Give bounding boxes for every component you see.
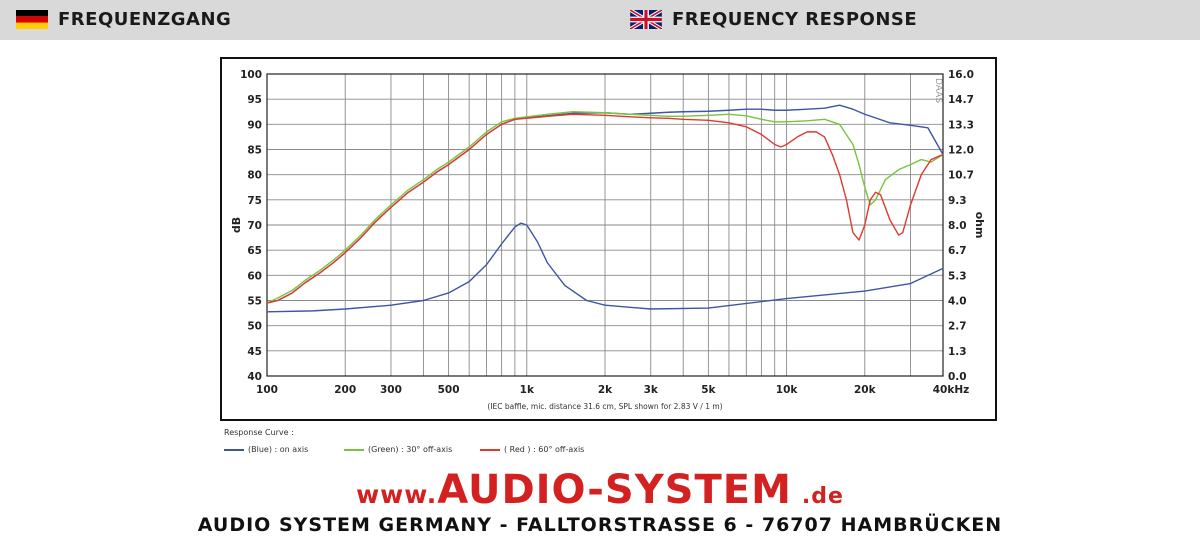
x-tick-label: 200 [334, 384, 356, 396]
title-german: FREQUENZGANG [58, 9, 232, 30]
legend-label-red: ( Red ) : 60° off-axis [504, 445, 585, 454]
legend-label-green: (Green) : 30° off-axis [368, 445, 453, 454]
legend-item-red: ( Red ) : 60° off-axis [480, 445, 584, 454]
legend-title: Response Curve : [224, 428, 294, 437]
frequency-response-chart: 40 45 50 55 60 65 70 75 80 85 90 95 100 0.0 1.3 2.7 4.0 5… [230, 69, 986, 411]
series-line-2 [266, 113, 944, 304]
brand-name: AUDIO-SYSTEM [437, 467, 792, 513]
y-tick-label: 90 [247, 119, 262, 131]
y-tick-label: 55 [247, 296, 262, 308]
y-tick-label: 75 [247, 195, 262, 207]
y-tick-label: 70 [247, 220, 262, 232]
legend-swatch-green [344, 448, 364, 451]
y2-tick-label: 10.7 [948, 170, 974, 182]
brand-url[interactable]: www.AUDIO-SYSTEM .de [0, 470, 1200, 510]
header-bar [0, 0, 1200, 40]
legend-item-blue: (Blue) : on axis [224, 445, 308, 454]
brand-prefix: www. [356, 480, 438, 509]
legend-label-blue: (Blue) : on axis [248, 445, 309, 454]
brand-suffix: .de [801, 484, 844, 509]
watermark: DAAS [933, 78, 943, 103]
x-tick-label: 20k [854, 384, 877, 396]
y2-tick-label: 14.7 [948, 94, 974, 106]
y2-axis-label: ohm [973, 212, 986, 239]
y2-tick-label: 8.0 [948, 220, 967, 232]
x-tick-label: 300 [380, 384, 402, 396]
y2-tick-label: 2.7 [948, 321, 967, 333]
legend-swatch-red [480, 448, 500, 451]
legend-swatch-blue [224, 448, 244, 451]
y-tick-label: 95 [247, 94, 262, 106]
series-line-3 [266, 222, 944, 313]
x-tick-label: 5k [701, 384, 716, 396]
y-tick-label: 50 [247, 321, 262, 333]
legend: Response Curve : (Blue) : on axis (Green… [224, 428, 924, 468]
y2-tick-label: 13.3 [948, 119, 974, 131]
title-english: FREQUENCY RESPONSE [672, 9, 918, 30]
chart-note: (IEC baffle, mic. distance 31.6 cm, SPL … [487, 402, 722, 411]
x-tick-label: 2k [598, 384, 613, 396]
header-left: FREQUENZGANG [16, 9, 231, 30]
uk-flag-icon [630, 10, 662, 29]
x-tick-label: 40kHz [933, 384, 970, 396]
y-axis-label: dB [230, 217, 243, 233]
y2-tick-label: 1.3 [948, 346, 967, 358]
y-tick-label: 80 [247, 170, 262, 182]
header-right: FREQUENCY RESPONSE [630, 9, 917, 30]
series-line-1 [266, 111, 944, 304]
y-tick-label: 45 [247, 346, 262, 358]
x-tick-label: 1k [520, 384, 535, 396]
y2-tick-label: 6.7 [948, 245, 967, 257]
x-tick-label: 100 [256, 384, 278, 396]
y2-tick-label: 0.0 [948, 371, 967, 383]
y2-tick-label: 9.3 [948, 195, 967, 207]
y2-tick-label: 4.0 [948, 296, 967, 308]
y2-tick-label: 5.3 [948, 270, 967, 282]
x-tick-label: 500 [438, 384, 460, 396]
chart-panel: 40 45 50 55 60 65 70 75 80 85 90 95 100 0.0 1.3 2.7 4.0 5… [220, 57, 997, 421]
x-tick-label: 3k [644, 384, 659, 396]
y-tick-label: 60 [247, 270, 262, 282]
plot-area-border [266, 73, 944, 377]
legend-item-green: (Green) : 30° off-axis [344, 445, 452, 454]
y2-tick-label: 12.0 [948, 145, 974, 157]
y2-tick-label: 16.0 [948, 69, 974, 81]
y-tick-label: 65 [247, 245, 262, 257]
x-tick-label: 10k [776, 384, 799, 396]
company-address: AUDIO SYSTEM GERMANY - FALLTORSTRASSE 6 … [197, 514, 1003, 536]
y-tick-label: 85 [247, 145, 262, 157]
germany-flag-icon [16, 10, 48, 29]
y-tick-label: 40 [247, 371, 262, 383]
y-tick-label: 100 [240, 69, 262, 81]
